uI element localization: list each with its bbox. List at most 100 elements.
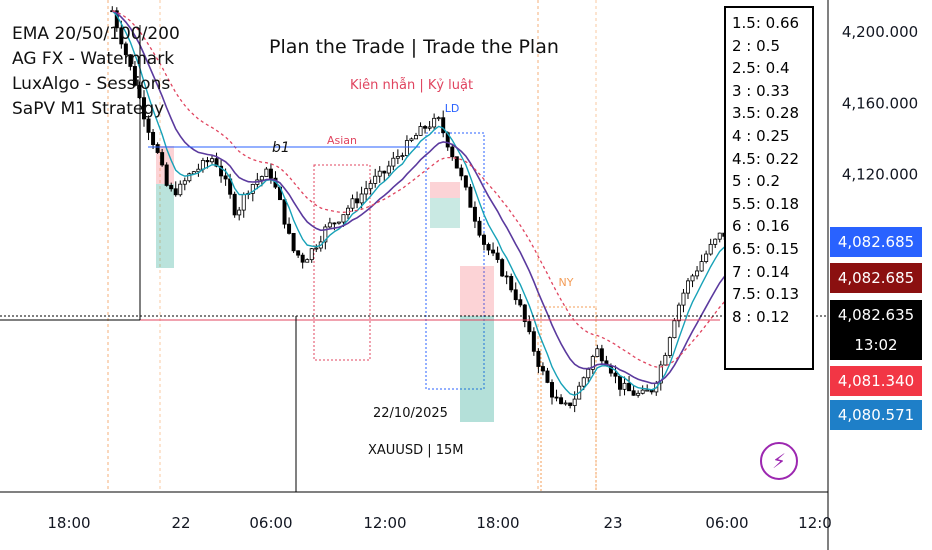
trade-zone (460, 316, 494, 422)
price-tick-label: 4,160.000 (842, 94, 918, 112)
candle-body (314, 247, 319, 250)
trade-zone (430, 198, 460, 228)
rr-row: 6.5: 0.15 (732, 239, 800, 258)
candle-body (223, 175, 228, 180)
rr-row: 5 : 0.2 (732, 172, 780, 191)
session-label: Asian (327, 134, 357, 147)
candle-body (386, 165, 391, 174)
candle-body (640, 389, 645, 394)
candle-body (622, 382, 627, 390)
candle-body (350, 198, 355, 209)
price-axis[interactable]: 4,200.000 4,160.000 4,120.000 (842, 23, 918, 184)
candle-body (599, 348, 604, 362)
candle-body (509, 276, 514, 291)
candle-body (368, 182, 373, 190)
candle-body (323, 226, 328, 243)
candle-body (259, 176, 264, 181)
grid-lines (107, 0, 597, 492)
legend-item-ema[interactable]: EMA 20/50/100/200 (12, 24, 180, 44)
lightning-icon[interactable]: ⚡ (760, 442, 798, 480)
legend-item-watermark[interactable]: AG FX - Watermark (12, 49, 175, 69)
candle-body (423, 126, 428, 129)
session-box (313, 164, 371, 361)
candle-body (400, 155, 405, 157)
candle-body (214, 158, 219, 167)
candle-body (119, 27, 124, 45)
candle-body (486, 244, 491, 251)
price-tag-bid: 4,082.685 (830, 263, 922, 293)
rr-row: 4 : 0.25 (732, 126, 790, 145)
candle-body (264, 168, 269, 177)
time-axis[interactable]: 18:00 22 06:00 12:00 18:00 23 06:00 12:0 (47, 514, 831, 532)
candle-body (672, 320, 677, 339)
candle-body (645, 389, 650, 392)
price-tick-label: 4,200.000 (842, 23, 918, 41)
candle-body (540, 366, 545, 372)
candle-body (237, 209, 242, 216)
price-tag-ema-slow: 4,081.340 (830, 366, 922, 396)
time-tick-label: 06:00 (705, 514, 748, 532)
rr-row: 8 : 0.12 (732, 307, 790, 326)
rr-row: 7.5: 0.13 (732, 285, 800, 304)
candle-body (472, 206, 477, 222)
candle-body (414, 135, 418, 140)
candle-body (627, 382, 632, 392)
candle-body (704, 253, 709, 262)
candle-body (382, 170, 387, 174)
rr-row: 1.5: 0.66 (732, 14, 800, 32)
ema-100-line (112, 10, 788, 368)
candle-body (631, 390, 636, 396)
time-tick-label: 12:00 (363, 514, 406, 532)
candle-body (232, 193, 237, 216)
candle-body (459, 167, 464, 177)
candle-body (441, 117, 446, 134)
candle-body (187, 173, 192, 182)
candle-body (695, 270, 700, 277)
watermark-date: 22/10/2025 (373, 406, 448, 421)
candle-body (586, 368, 591, 379)
candle-body (491, 249, 496, 254)
rr-row: 5.5: 0.18 (732, 194, 800, 213)
candle-body (164, 164, 169, 186)
candle-body (708, 243, 713, 255)
rr-row: 3 : 0.33 (732, 81, 790, 100)
candle-body (563, 402, 568, 405)
candle-body (418, 126, 423, 136)
candle-body (468, 186, 473, 208)
candle-body (200, 160, 205, 170)
trade-zone (156, 184, 174, 268)
candle-countdown: 13:02 (830, 330, 922, 360)
candle-body (123, 43, 128, 56)
candle-body (545, 370, 550, 383)
candle-body (568, 402, 573, 406)
candle-body (182, 180, 187, 185)
time-tick-label: 23 (603, 514, 622, 532)
candle-body (355, 198, 360, 204)
candle-body (717, 232, 722, 240)
candle-body (296, 250, 301, 256)
candle-body (436, 117, 441, 120)
chart-annotations: b1 (0, 25, 828, 492)
candle-body (173, 188, 178, 196)
candle-body (667, 337, 672, 356)
time-tick-label: 18:00 (47, 514, 90, 532)
candle-body (128, 54, 133, 67)
candle-body (268, 168, 273, 179)
candle-body (500, 259, 505, 277)
candle-body (663, 355, 668, 366)
candle-body (463, 175, 468, 188)
candle-body (658, 364, 663, 384)
candle-body (450, 146, 455, 158)
time-tick-label: 06:00 (249, 514, 292, 532)
candle-body (250, 184, 255, 194)
legend-item-strategy[interactable]: SaPV M1 Strategy (12, 99, 165, 119)
candle-body (513, 289, 518, 301)
candle-body (531, 331, 536, 352)
candle-body (132, 66, 137, 86)
legend-item-sessions[interactable]: LuxAlgo - Sessions (12, 74, 171, 94)
candle-body (432, 117, 437, 128)
candle-body (309, 248, 314, 261)
rr-row: 4.5: 0.22 (732, 149, 800, 168)
candle-body (151, 131, 156, 145)
